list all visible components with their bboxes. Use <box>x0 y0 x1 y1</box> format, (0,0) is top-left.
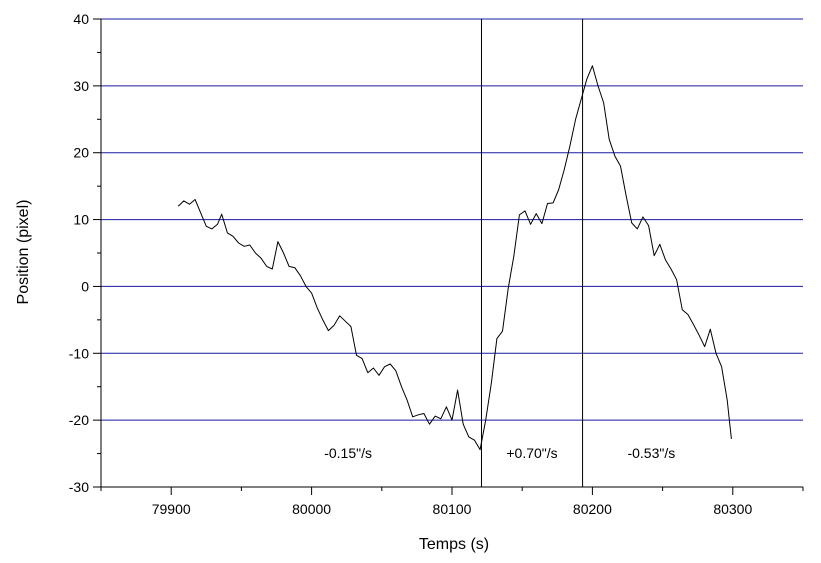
x-tick-label: 80000 <box>292 501 331 517</box>
rate-annotation: -0.53"/s <box>627 445 675 461</box>
gridlines <box>101 18 803 421</box>
y-tick-label: 20 <box>73 145 89 161</box>
x-tick-label: 80300 <box>713 501 752 517</box>
x-tick-label: 80200 <box>573 501 612 517</box>
tick-marks <box>93 18 804 495</box>
vertical-markers <box>480 19 584 487</box>
data-series-line <box>177 65 732 451</box>
y-tick-label: 10 <box>73 212 89 228</box>
y-tick-label: 0 <box>81 278 89 294</box>
x-tick-label: 80100 <box>433 501 472 517</box>
rate-annotation: -0.15"/s <box>324 445 372 461</box>
y-axis-label: Position (pixel) <box>15 200 32 305</box>
y-tick-label: 40 <box>73 11 89 27</box>
y-tick-label: 30 <box>73 78 89 94</box>
y-tick-label: -20 <box>69 412 89 428</box>
tick-labels: -30 -20 -10 0 10 20 30 40 79900 80000 80100 80200 80… <box>69 11 753 517</box>
x-tick-label: 79900 <box>152 501 191 517</box>
axes <box>100 19 803 488</box>
y-tick-label: -10 <box>69 345 89 361</box>
x-axis-label: Temps (s) <box>419 536 489 553</box>
annotations: -0.15"/s +0.70"/s -0.53"/s <box>324 445 675 461</box>
rate-annotation: +0.70"/s <box>506 445 557 461</box>
series-layer <box>177 65 732 451</box>
y-tick-label: -30 <box>69 479 89 495</box>
